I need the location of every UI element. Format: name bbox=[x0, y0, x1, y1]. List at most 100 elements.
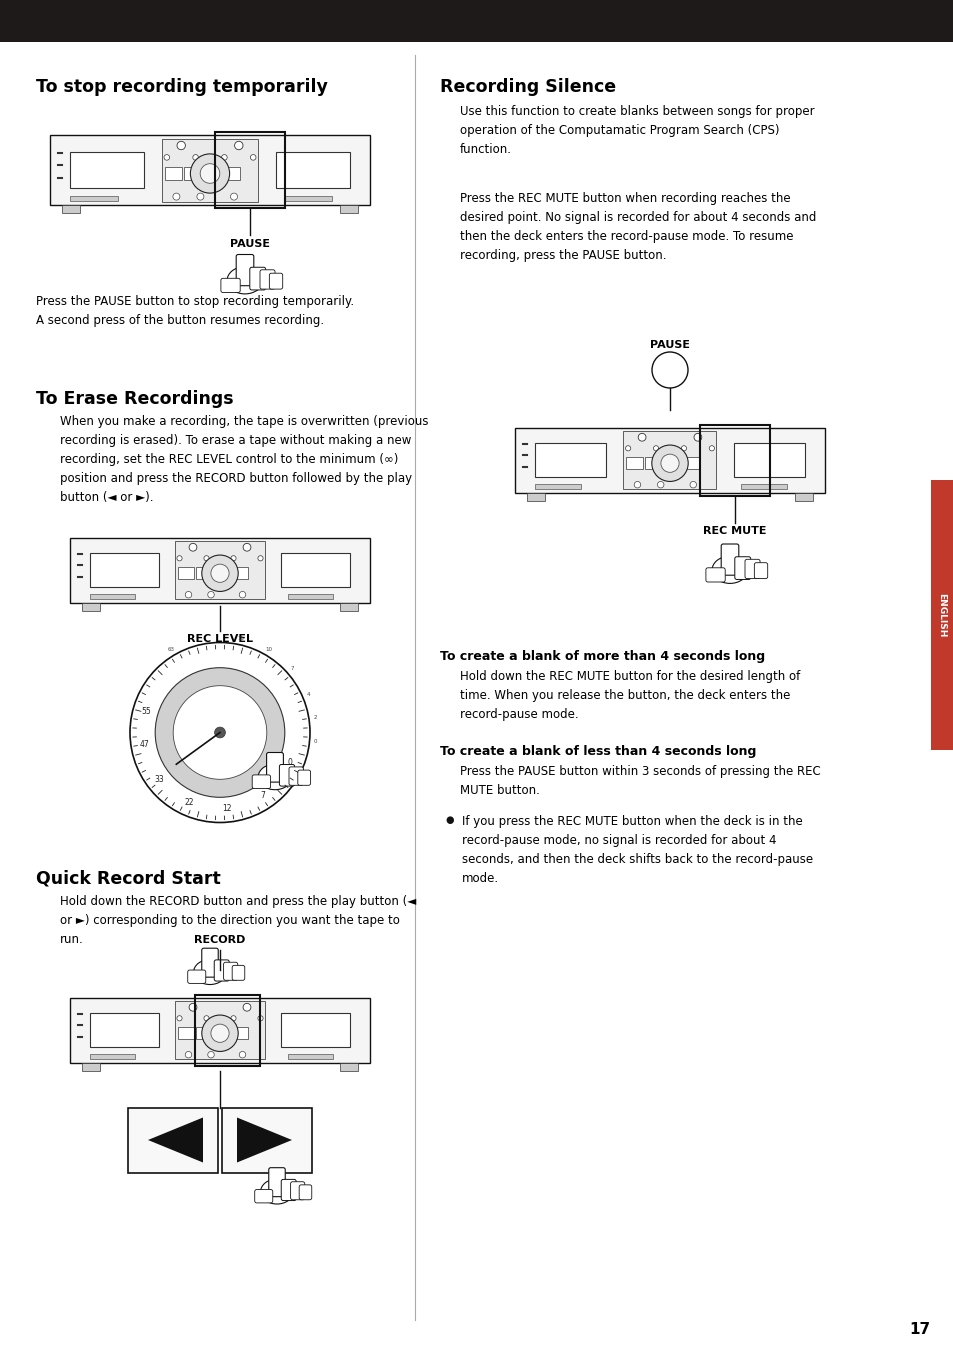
Circle shape bbox=[193, 155, 198, 161]
Bar bbox=[162, 139, 257, 201]
Text: REC LEVEL: REC LEVEL bbox=[187, 634, 253, 645]
Bar bbox=[930, 480, 953, 750]
Text: When you make a recording, the tape is overwritten (previous
recording is erased: When you make a recording, the tape is o… bbox=[60, 415, 428, 505]
Circle shape bbox=[211, 564, 229, 583]
Bar bbox=[203, 167, 220, 179]
FancyBboxPatch shape bbox=[281, 1179, 295, 1201]
Text: If you press the REC MUTE button when the deck is in the
record-pause mode, no s: If you press the REC MUTE button when th… bbox=[461, 815, 812, 885]
Text: 33: 33 bbox=[154, 774, 164, 784]
Text: 17: 17 bbox=[908, 1322, 929, 1337]
Text: 0: 0 bbox=[288, 758, 293, 768]
Bar bbox=[0, 0, 953, 42]
Bar bbox=[339, 205, 357, 213]
Bar bbox=[526, 492, 544, 500]
Bar bbox=[339, 603, 357, 611]
Polygon shape bbox=[148, 1117, 203, 1163]
Bar bbox=[625, 457, 642, 469]
Ellipse shape bbox=[193, 959, 226, 985]
Bar bbox=[232, 568, 248, 579]
Circle shape bbox=[680, 445, 686, 451]
Text: Quick Record Start: Quick Record Start bbox=[36, 870, 220, 888]
Text: RECORD: RECORD bbox=[194, 935, 246, 946]
Circle shape bbox=[202, 554, 238, 591]
FancyBboxPatch shape bbox=[705, 568, 724, 581]
Text: 0: 0 bbox=[314, 739, 317, 745]
Bar bbox=[733, 442, 804, 478]
FancyBboxPatch shape bbox=[297, 770, 311, 785]
Bar bbox=[195, 568, 212, 579]
Bar bbox=[222, 167, 239, 179]
Bar bbox=[62, 205, 80, 213]
Bar bbox=[174, 1001, 265, 1059]
Bar bbox=[90, 1054, 134, 1059]
Text: 7: 7 bbox=[290, 666, 294, 672]
Ellipse shape bbox=[227, 267, 263, 294]
Bar bbox=[232, 1028, 248, 1039]
Circle shape bbox=[689, 482, 696, 488]
Text: Hold down the REC MUTE button for the desired length of
time. When you release t: Hold down the REC MUTE button for the de… bbox=[459, 670, 800, 720]
Circle shape bbox=[208, 591, 214, 598]
Circle shape bbox=[221, 155, 227, 161]
Text: 7: 7 bbox=[260, 792, 265, 800]
Text: ●: ● bbox=[444, 815, 453, 826]
Circle shape bbox=[202, 1014, 238, 1051]
Text: Press the REC MUTE button when recording reaches the
desired point. No signal is: Press the REC MUTE button when recording… bbox=[459, 192, 816, 262]
Circle shape bbox=[625, 445, 630, 451]
Text: 55: 55 bbox=[141, 707, 152, 716]
FancyBboxPatch shape bbox=[250, 267, 266, 290]
Text: 22: 22 bbox=[185, 799, 194, 807]
Circle shape bbox=[231, 556, 235, 561]
Polygon shape bbox=[236, 1117, 292, 1163]
Bar bbox=[195, 1028, 212, 1039]
FancyBboxPatch shape bbox=[254, 1190, 273, 1203]
Circle shape bbox=[173, 685, 267, 780]
Circle shape bbox=[660, 455, 679, 472]
Bar bbox=[535, 442, 606, 478]
Text: 15: 15 bbox=[237, 635, 244, 641]
FancyBboxPatch shape bbox=[720, 544, 738, 575]
FancyBboxPatch shape bbox=[260, 270, 274, 289]
Bar bbox=[82, 603, 100, 611]
Circle shape bbox=[634, 482, 640, 488]
Circle shape bbox=[211, 1024, 229, 1043]
Bar bbox=[214, 132, 285, 208]
Bar bbox=[515, 428, 824, 492]
Bar bbox=[283, 196, 332, 201]
Bar bbox=[90, 1013, 159, 1047]
Circle shape bbox=[657, 482, 663, 488]
Bar bbox=[222, 1108, 312, 1172]
Bar bbox=[177, 568, 193, 579]
Bar bbox=[90, 594, 134, 599]
Bar bbox=[213, 1028, 230, 1039]
Circle shape bbox=[653, 445, 658, 451]
Bar bbox=[194, 994, 260, 1066]
FancyBboxPatch shape bbox=[754, 563, 767, 579]
Bar bbox=[662, 457, 679, 469]
Circle shape bbox=[185, 591, 192, 598]
Text: 4: 4 bbox=[306, 692, 310, 696]
Circle shape bbox=[231, 193, 237, 200]
Bar bbox=[700, 425, 769, 495]
Circle shape bbox=[257, 556, 263, 561]
Bar bbox=[288, 1054, 333, 1059]
Text: 63: 63 bbox=[168, 648, 174, 652]
Text: Hold down the RECORD button and press the play button (◄
or ►) corresponding to : Hold down the RECORD button and press th… bbox=[60, 894, 416, 946]
Bar bbox=[535, 484, 580, 488]
Circle shape bbox=[693, 433, 701, 441]
Text: ENGLISH: ENGLISH bbox=[937, 592, 945, 637]
Bar bbox=[794, 492, 812, 500]
Circle shape bbox=[200, 163, 219, 183]
FancyBboxPatch shape bbox=[291, 1182, 304, 1199]
Text: To stop recording temporarily: To stop recording temporarily bbox=[36, 78, 328, 96]
Bar bbox=[288, 594, 333, 599]
Circle shape bbox=[214, 727, 225, 738]
Circle shape bbox=[250, 155, 255, 161]
Circle shape bbox=[204, 556, 209, 561]
Circle shape bbox=[196, 193, 204, 200]
FancyBboxPatch shape bbox=[289, 766, 303, 785]
Bar bbox=[82, 1063, 100, 1071]
Ellipse shape bbox=[711, 556, 747, 583]
Bar bbox=[50, 135, 370, 205]
Bar bbox=[276, 152, 350, 189]
Bar bbox=[90, 553, 159, 587]
